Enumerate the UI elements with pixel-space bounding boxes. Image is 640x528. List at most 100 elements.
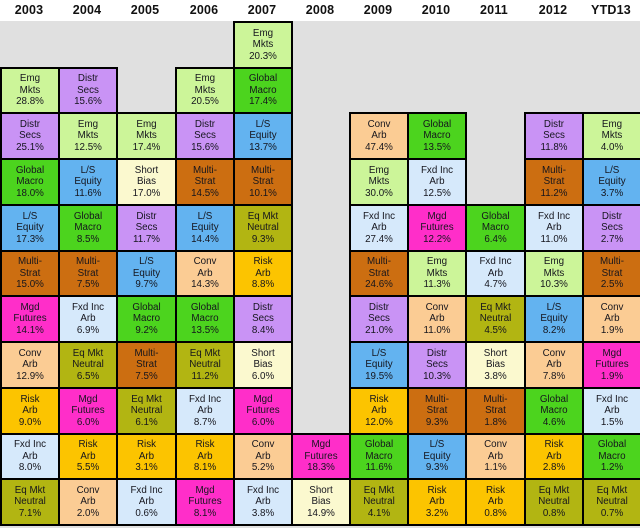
strategy-name-line1: Global: [248, 73, 278, 85]
strategy-name-line1: Emg: [77, 118, 99, 130]
strategy-cell: Emg Mkts 28.8%: [0, 67, 60, 114]
strategy-name-line2: Futures: [595, 359, 629, 371]
strategy-name-line2: Mkts: [136, 130, 157, 142]
strategy-name-line1: L/S: [22, 210, 38, 222]
strategy-name-line1: Global: [190, 301, 220, 313]
strategy-cell: Distr Secs 8.4%: [233, 295, 293, 343]
strategy-cell: Distr Secs 10.3%: [407, 341, 467, 389]
strategy-return-value: 5.2%: [251, 462, 275, 474]
strategy-name-line1: Conv: [367, 118, 391, 130]
strategy-return-value: 15.0%: [16, 279, 44, 291]
strategy-name-line1: Risk: [369, 393, 389, 405]
strategy-cell: Mgd Futures 18.3%: [291, 433, 351, 480]
strategy-return-value: 17.4%: [249, 96, 277, 108]
strategy-return-value: 6.0%: [251, 416, 275, 428]
strategy-name-line1: Emg: [19, 73, 41, 85]
strategy-return-value: 11.8%: [540, 141, 568, 153]
strategy-return-value: 21.0%: [365, 324, 393, 336]
strategy-name-line1: Multi-: [251, 164, 275, 176]
year-header-2008: 2008: [305, 3, 335, 17]
strategy-name-line1: Distr: [19, 118, 41, 130]
strategy-name-line2: Arb: [487, 496, 504, 508]
strategy-return-value: 19.5%: [365, 370, 393, 382]
strategy-return-value: 2.7%: [600, 233, 624, 245]
strategy-name-line1: Global: [132, 301, 161, 313]
strategy-cell: L/S Equity 19.5%: [349, 341, 409, 389]
strategy-cell: Mgd Futures 1.9%: [582, 341, 640, 389]
strategy-return-value: 6.1%: [135, 416, 158, 428]
strategy-cell: Risk Arb 2.8%: [524, 433, 584, 480]
strategy-return-value: 9.3%: [425, 416, 449, 428]
strategy-name-line2: Futures: [246, 405, 280, 417]
strategy-name-line1: L/S: [371, 347, 387, 359]
strategy-name-line1: L/S: [546, 301, 562, 313]
strategy-name-line1: Short: [251, 347, 275, 359]
strategy-return-value: 28.8%: [16, 96, 44, 108]
strategy-name-line1: Fxd Inc: [595, 393, 629, 405]
strategy-name-line2: Equity: [540, 313, 568, 325]
strategy-return-value: 12.2%: [423, 233, 451, 245]
strategy-name-line1: Emg: [543, 256, 565, 268]
strategy-return-value: 11.0%: [423, 324, 451, 336]
strategy-cell: Fxd Inc Arb 8.0%: [0, 433, 60, 480]
strategy-return-value: 1.5%: [600, 416, 624, 428]
strategy-cell: Conv Arb 11.0%: [407, 295, 467, 343]
strategy-return-value: 0.8%: [542, 507, 566, 519]
strategy-name-line2: Mkts: [543, 267, 565, 279]
strategy-cell: Conv Arb 14.3%: [175, 250, 235, 297]
strategy-cell: L/S Equity 8.2%: [524, 295, 584, 343]
strategy-name-line1: Multi-: [76, 256, 100, 268]
strategy-return-value: 6.0%: [76, 416, 100, 428]
strategy-name-line1: L/S: [429, 439, 445, 451]
strategy-return-value: 1.9%: [600, 324, 624, 336]
strategy-return-value: 8.7%: [193, 416, 217, 428]
strategy-name-line2: Bias: [485, 359, 506, 371]
strategy-return-value: 8.4%: [251, 324, 275, 336]
strategy-cell: Global Macro 6.4%: [465, 204, 526, 252]
strategy-return-value: 1.8%: [484, 416, 507, 428]
strategy-name-line1: Multi-: [483, 393, 508, 405]
strategy-name-line1: Risk: [78, 439, 98, 451]
strategy-name-line1: Distr: [601, 210, 623, 222]
strategy-name-line2: Neutral: [189, 359, 221, 371]
strategy-return-value: 9.0%: [18, 416, 42, 428]
strategy-name-line2: Arb: [371, 222, 387, 234]
strategy-name-line1: Global: [481, 210, 510, 222]
strategy-name-line2: Mkts: [19, 84, 41, 96]
strategy-return-value: 6.0%: [251, 370, 275, 382]
strategy-name-line2: Secs: [601, 222, 623, 234]
strategy-return-value: 2.5%: [600, 279, 624, 291]
strategy-name-line2: Macro: [191, 313, 219, 325]
strategy-cell: Risk Arb 8.1%: [175, 433, 235, 480]
strategy-name-line1: Distr: [77, 73, 99, 85]
strategy-return-value: 17.3%: [16, 233, 44, 245]
strategy-cell: Fxd Inc Arb 27.4%: [349, 204, 409, 252]
strategy-name-line1: Multi-: [193, 164, 217, 176]
strategy-cell: Distr Secs 25.1%: [0, 112, 60, 160]
strategy-name-line1: Conv: [542, 347, 566, 359]
strategy-cell: Global Macro 1.2%: [582, 433, 640, 480]
strategy-cell: Mgd Futures 6.0%: [233, 387, 293, 435]
strategy-cell: Global Macro 17.4%: [233, 67, 293, 114]
strategy-name-line2: Macro: [598, 450, 626, 462]
strategy-return-value: 1.1%: [484, 462, 507, 474]
strategy-name-line2: Neutral: [130, 405, 163, 417]
strategy-cell: Distr Secs 21.0%: [349, 295, 409, 343]
strategy-cell: Global Macro 9.2%: [116, 295, 177, 343]
strategy-name-line1: Multi-: [367, 256, 391, 268]
strategy-name-line1: Global: [364, 439, 394, 451]
strategy-name-line1: Mgd: [427, 210, 447, 222]
strategy-name-line2: Mkts: [601, 130, 623, 142]
strategy-name-line1: Fxd Inc: [537, 210, 571, 222]
strategy-return-value: 1.9%: [600, 370, 624, 382]
strategy-cell: Multi- Strat 11.2%: [524, 158, 584, 206]
strategy-cell: Risk Arb 3.1%: [116, 433, 177, 480]
strategy-name-line2: Arb: [197, 405, 213, 417]
strategy-return-value: 13.7%: [249, 141, 277, 153]
strategy-cell: Fxd Inc Arb 1.5%: [582, 387, 640, 435]
strategy-return-value: 9.3%: [425, 462, 449, 474]
strategy-cell: L/S Equity 9.7%: [116, 250, 177, 297]
strategy-name-line1: Conv: [76, 484, 100, 496]
strategy-cell: Eq Mkt Neutral 9.3%: [233, 204, 293, 252]
